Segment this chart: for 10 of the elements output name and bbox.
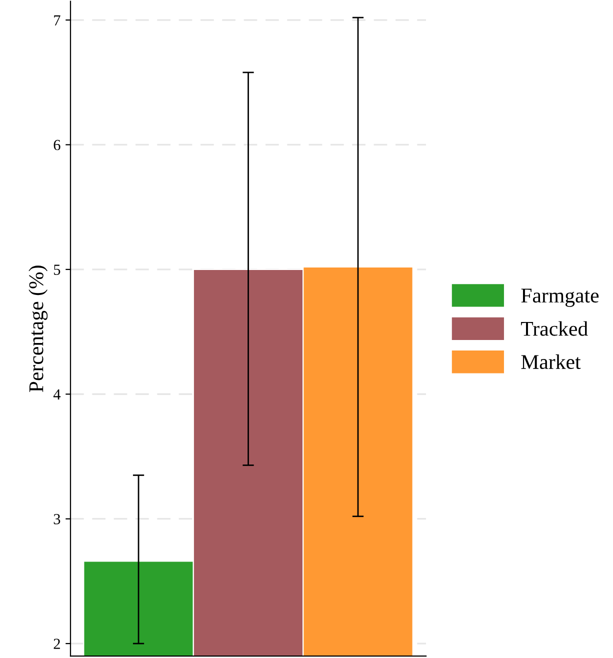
y-tick-label: 5 (54, 264, 60, 275)
y-tick-label: 4 (53, 389, 61, 400)
y-axis-title: Percentage (%) (28, 266, 48, 392)
y-tick-label: 2 (54, 638, 60, 649)
y-tick-label: 7 (54, 15, 60, 26)
legend-label: Market (521, 354, 581, 370)
y-tick-label: 6 (54, 140, 60, 150)
legend-label: Farmgate (521, 288, 599, 307)
legend-label: Tracked (521, 321, 588, 336)
y-tick-label: 3 (54, 514, 60, 524)
